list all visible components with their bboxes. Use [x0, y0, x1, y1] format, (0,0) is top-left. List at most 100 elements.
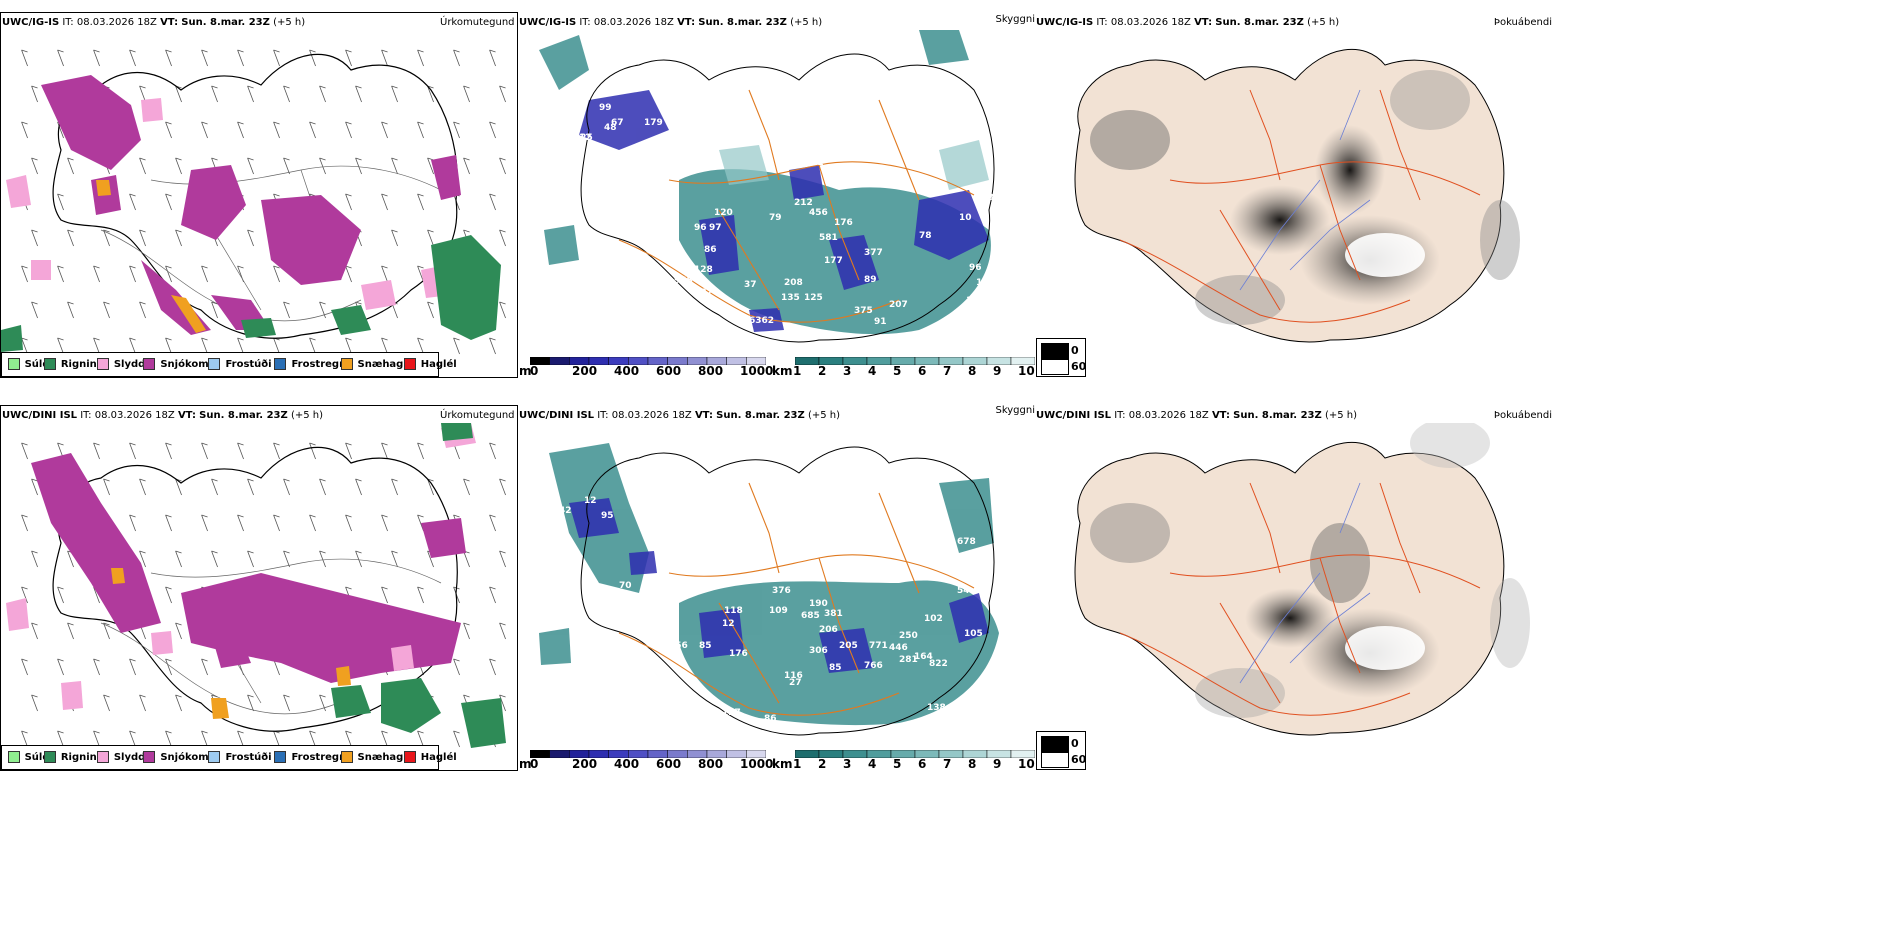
precip-legend-label: Haglél — [420, 359, 457, 370]
wind-barb — [21, 121, 28, 139]
ceiling-value-label: 205 — [839, 641, 858, 651]
colorbar-tick-label: 800 — [698, 364, 724, 378]
colorbar-tick-label: 2 — [818, 757, 827, 771]
wind-barb — [417, 265, 424, 283]
wind-barb — [345, 730, 352, 748]
wind-barb — [453, 49, 460, 67]
wind-barb — [57, 337, 64, 355]
ceiling-value-label: 766 — [864, 661, 883, 671]
wind-barb — [139, 550, 146, 568]
wind-barb — [211, 301, 218, 319]
wind-barb — [103, 301, 110, 319]
wind-barb — [345, 514, 352, 532]
snow-pellet-areas — [96, 180, 206, 333]
colorbar-tick-label: 1000 — [740, 364, 774, 378]
rain-areas — [331, 423, 506, 748]
precip-legend-label: Súld — [24, 359, 50, 370]
precip-legend-label: Frostúði — [225, 752, 272, 763]
wind-barb — [283, 694, 290, 712]
wind-barb — [247, 85, 254, 103]
wind-barb — [283, 478, 290, 496]
colorbar-tick-label: 600 — [656, 757, 682, 771]
colorbar-tick-label: 600 — [656, 364, 682, 378]
wind-barb — [273, 265, 280, 283]
wind-barb — [67, 301, 74, 319]
wind-barb — [103, 622, 110, 640]
wind-barb — [489, 586, 496, 604]
precip-map-top — [1, 49, 506, 355]
wind-barb — [31, 478, 38, 496]
precip-legend-item-4: Frostúði — [208, 751, 272, 765]
road-network — [1119, 89, 1481, 323]
visibility-light — [719, 140, 989, 190]
ceiling-value-label: 177 — [824, 256, 843, 266]
ceiling-value-label: 212 — [794, 198, 813, 208]
wind-barb — [489, 514, 496, 532]
wind-barb — [57, 49, 64, 67]
precip-legend-label: Snæhagl — [357, 359, 407, 370]
model-name: UWC/IG-IS — [2, 17, 60, 28]
wind-barb — [211, 550, 218, 568]
wind-barb — [499, 478, 506, 496]
visibility-panel-name-bottom: Skyggni — [995, 405, 1035, 416]
ceiling-value-label: 95 — [601, 511, 614, 521]
ceiling-value-label: 6362 — [749, 316, 774, 326]
precip-legend-swatch — [340, 751, 353, 763]
wind-barb — [139, 229, 146, 247]
fog-legend-swatch-0 — [1041, 343, 1069, 359]
wind-barb — [139, 694, 146, 712]
precip-legend-swatch — [43, 358, 56, 370]
ceiling-value-label: 208 — [784, 278, 803, 288]
ceiling-value-label: 164 — [914, 652, 933, 662]
colorbar-tick-label: 7 — [943, 757, 952, 771]
wind-barb — [381, 586, 388, 604]
wind-barb — [427, 85, 434, 103]
colorbar-segment — [1010, 357, 1035, 365]
precip-legend-label: Frostregn — [291, 752, 347, 763]
wind-barb — [273, 49, 280, 67]
wind-barb — [381, 265, 388, 283]
ceiling-value-label: 104 — [664, 98, 683, 108]
colorbar-tick-label: 200 — [572, 757, 598, 771]
precip-legend-swatch — [208, 751, 221, 763]
wind-barb — [57, 265, 64, 283]
wind-barb — [21, 730, 28, 748]
ceiling-value-label: 27 — [789, 678, 802, 688]
wind-barb — [417, 121, 424, 139]
precip-legend-label: Rigning — [60, 359, 104, 370]
ceiling-value-label: 128 — [694, 265, 713, 275]
wind-barb — [165, 586, 172, 604]
ceiling-value-label: 79 — [769, 213, 782, 223]
wind-barb — [489, 337, 496, 355]
wind-barb — [31, 301, 38, 319]
wind-barb — [201, 337, 208, 355]
colorbar-tick-label: 10 — [1018, 757, 1035, 771]
precip-title-bottom: UWC/DINI ISL IT: 08.03.2026 18Z VT: Sun.… — [2, 410, 323, 421]
ceiling-value-label: 11 — [811, 158, 824, 168]
precip-legend-item-4: Frostúði — [208, 358, 272, 372]
precip-legend-bottom: Súld Rigning Slydda Snjókoma Frostúði Frostre… — [1, 745, 457, 770]
ceiling-value-label: 141 — [966, 296, 985, 306]
fog-legend-bottom: 0 60 — [1036, 731, 1086, 770]
colorbar-tick-label: 2 — [818, 364, 827, 378]
river-network — [1239, 89, 1371, 291]
wind-barb — [391, 229, 398, 247]
wind-barb — [31, 85, 38, 103]
precip-legend-swatch — [340, 358, 353, 370]
wind-barb — [309, 730, 316, 748]
ceiling-value-label: 96 — [969, 263, 982, 273]
colorbar-tick-label: 800 — [698, 757, 724, 771]
wind-barb — [247, 229, 254, 247]
glacier-clear — [1345, 626, 1425, 670]
road-network — [1119, 482, 1481, 716]
wind-barb — [93, 730, 100, 748]
ceiling-value-label: 581 — [819, 233, 838, 243]
ceiling-colorbar-top — [530, 357, 766, 365]
visibility-shading — [539, 30, 991, 335]
wind-barb — [139, 157, 146, 175]
wind-barb — [463, 622, 470, 640]
wind-barb — [381, 193, 388, 211]
ceiling-value-label: 250 — [899, 631, 918, 641]
iceland-outline — [52, 446, 458, 732]
